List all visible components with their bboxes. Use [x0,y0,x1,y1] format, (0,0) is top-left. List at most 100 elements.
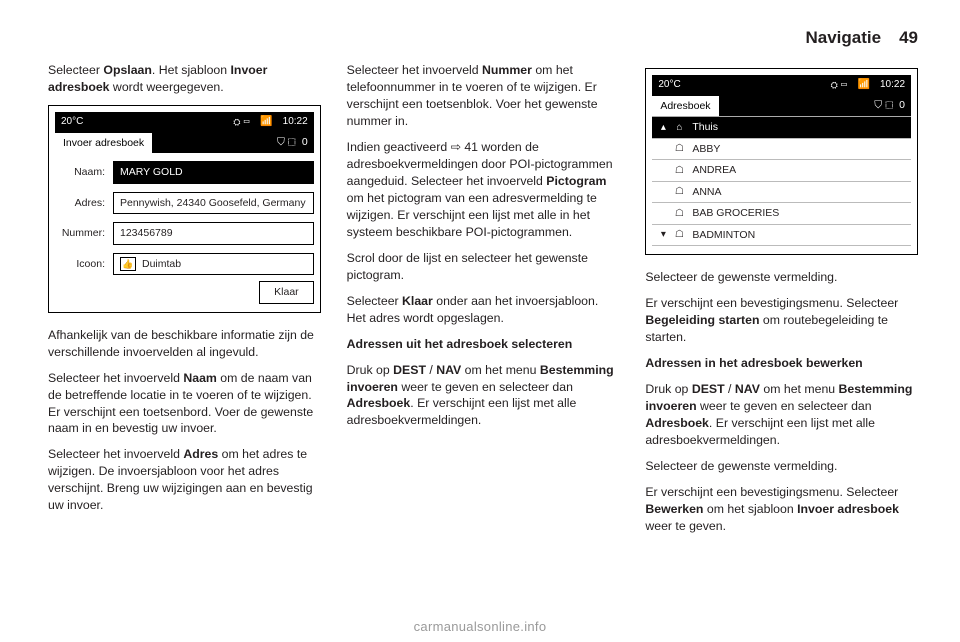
text: Er verschijnt een bevestigingsmenu. Sele… [645,485,898,499]
clock-label: 10:22 [880,78,905,92]
contact-icon: ☖ [670,164,688,178]
contact-icon: ☖ [670,142,688,156]
contact-icon: ☖ [670,185,688,199]
adresboek-row[interactable]: ☖ABBY [652,139,911,160]
c3-para-5: Er verschijnt een bevestigingsmenu. Sele… [645,484,918,535]
c2-para-2: Indien geactiveerd ⇨ 41 worden de adresb… [347,139,620,241]
c3-para-4: Selecteer de gewenste vermelding. [645,458,918,475]
status-left: 20°C [61,115,83,129]
home-icon: ⌂ [670,121,688,135]
adresboek-row-label: BAB GROCERIES [688,206,907,220]
c2-para-3: Scrol door de lijst en selecteer het gew… [347,250,620,284]
status-pill-icon: ⛉ ⬚ [277,135,296,149]
text-bold: Begeleiding starten [645,313,759,327]
klaar-button[interactable]: Klaar [259,281,314,303]
nummer-label: Nummer: [55,226,113,240]
text: om het menu [461,363,540,377]
c2-heading: Adressen uit het adresboek selecteren [347,336,620,353]
screenshot-footer: Klaar [55,275,314,303]
text-bold: NAV [735,382,760,396]
signal-icon: 📶 [260,115,272,129]
c2-para-4: Selecteer Klaar onder aan het invoersjab… [347,293,620,327]
adresboek-row[interactable]: ☖BAB GROCERIES [652,203,911,224]
c1-para-2: Afhankelijk van de beschikbare informati… [48,327,321,361]
column-3: 20°C ⛭ ▭ 📶 10:22 Adresboek ⛉ ⬚ 0 [645,62,918,544]
column-1: Selecteer Opslaan. Het sjabloon Invoer a… [48,62,321,544]
text-bold: Opslaan [103,63,152,77]
text: Selecteer het invoerveld [48,447,183,461]
screenshot-inner: 20°C ⛭ ▭ 📶 10:22 Invoer adresboek ⛉ ⬚ 0 [49,106,320,312]
temp-label: 20°C [61,115,83,129]
section-title: Navigatie [805,28,881,48]
text-bold: Invoer adresboek [797,502,899,516]
field-naam[interactable]: Naam: MARY GOLD [55,161,314,183]
field-icoon[interactable]: Icoon: 👍 Duimtab [55,253,314,275]
temp-label: 20°C [658,78,680,92]
text-bold: Pictogram [546,174,606,188]
c3-para-1: Selecteer de gewenste vermelding. [645,269,918,286]
footer-url: carmanualsonline.info [0,619,960,634]
c3-para-2: Er verschijnt een bevestigingsmenu. Sele… [645,295,918,346]
adresboek-row-label: ANNA [688,185,907,199]
page-header: Navigatie 49 [48,28,918,48]
icoon-value: 👍 Duimtab [113,253,314,275]
c1-para-3: Selecteer het invoerveld Naam om de naam… [48,370,321,438]
status-num: 0 [899,98,905,112]
columns: Selecteer Opslaan. Het sjabloon Invoer a… [48,62,918,544]
screen-title-row: Invoer adresboek ⛉ ⬚ 0 [55,132,314,153]
text: om het menu [760,382,839,396]
text: Selecteer het invoerveld [347,63,482,77]
adresboek-row-label: ANDREA [688,163,907,177]
text: weer te geven en selecteer dan [697,399,872,413]
scroll-down-icon[interactable]: ▾ [656,228,670,242]
text: Selecteer [48,63,103,77]
adresboek-row[interactable]: ☖ANDREA [652,160,911,181]
status-bar: 20°C ⛭ ▭ 📶 10:22 [652,75,911,95]
text: Selecteer het invoerveld [48,371,183,385]
signal-icon: 📶 [858,78,870,92]
adresboek-list: ▴⌂Thuis☖ABBY☖ANDREA☖ANNA☖BAB GROCERIES▾☖… [652,116,911,246]
text: weer te geven. [645,519,726,533]
text-bold: Bewerken [645,502,703,516]
text: Druk op [645,382,691,396]
adres-label: Adres: [55,196,113,210]
c2-para-1: Selecteer het invoerveld Nummer om het t… [347,62,620,130]
screen-title-row: Adresboek ⛉ ⬚ 0 [652,95,911,116]
status-icons: ⛭ ▭ [831,79,848,91]
adresboek-row[interactable]: ☖ANNA [652,182,911,203]
c3-para-3: Druk op DEST / NAV om het menu Bestemmin… [645,381,918,449]
text-bold: Adres [183,447,218,461]
text: om het pictogram van een adresvermelding… [347,191,597,239]
status-pill-icon: ⛉ ⬚ [874,98,893,112]
text: weer te geven en selecteer dan [398,380,573,394]
adresboek-row[interactable]: ▾☖BADMINTON [652,225,911,246]
adresboek-row[interactable]: ▴⌂Thuis [652,117,911,138]
contact-icon: ☖ [670,207,688,221]
text: / [426,363,436,377]
text-bold: DEST [393,363,426,377]
text: Selecteer [347,294,402,308]
text-bold: DEST [692,382,725,396]
text-bold: Adresboek [347,396,411,410]
status-right: ⛭ ▭ 📶 10:22 [233,115,307,129]
c1-para-4: Selecteer het invoerveld Adres om het ad… [48,446,321,514]
adresboek-row-label: Thuis [688,120,907,134]
text: wordt weergegeven. [110,80,224,94]
contact-icon: ☖ [670,228,688,242]
naam-value: MARY GOLD [113,161,314,183]
screen-title-right: ⛉ ⬚ 0 [719,95,911,116]
adres-value: Pennywish, 24340 Goosefeld, Germany [113,192,314,214]
field-adres[interactable]: Adres: Pennywish, 24340 Goosefeld, Germa… [55,192,314,214]
text: / [725,382,735,396]
scroll-up-icon[interactable]: ▴ [656,121,670,135]
clock-label: 10:22 [283,115,308,129]
c3-heading: Adressen in het adresboek bewerken [645,355,918,372]
text-bold: Adresboek [645,416,709,430]
naam-label: Naam: [55,165,113,179]
field-nummer[interactable]: Nummer: 123456789 [55,222,314,244]
manual-page: Navigatie 49 Selecteer Opslaan. Het sjab… [0,0,960,642]
adresboek-row-label: ABBY [688,142,907,156]
text-bold: Nummer [482,63,532,77]
adresboek-row-label: BADMINTON [688,228,907,242]
status-bar: 20°C ⛭ ▭ 📶 10:22 [55,112,314,132]
